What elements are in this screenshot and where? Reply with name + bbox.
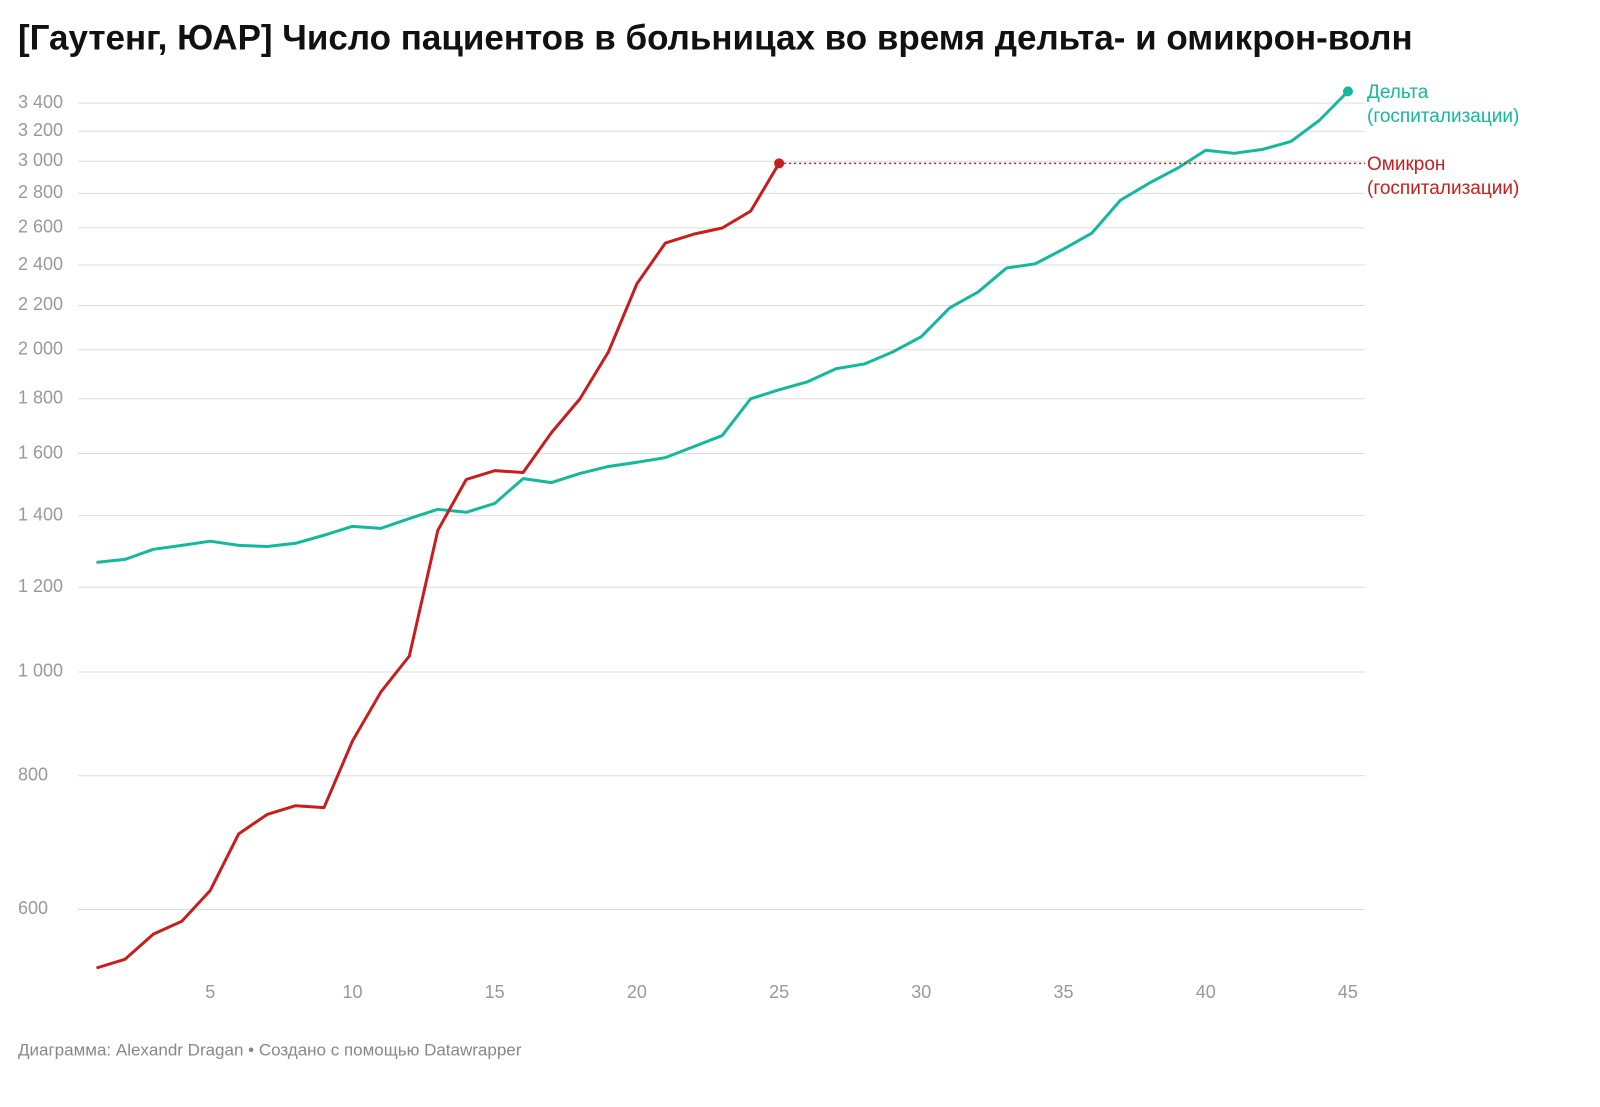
x-tick-label: 40 (1196, 982, 1216, 1002)
x-tick-label: 25 (769, 982, 789, 1002)
series-label: Дельта (госпитализации) (1367, 82, 1520, 128)
y-tick-label: 1 200 (18, 576, 63, 596)
x-tick-label: 5 (205, 982, 215, 1002)
x-tick-label: 30 (911, 982, 931, 1002)
y-tick-label: 3 400 (18, 92, 63, 112)
x-tick-label: 20 (627, 982, 647, 1002)
y-tick-label: 2 400 (18, 254, 63, 274)
y-tick-label: 1 800 (18, 388, 63, 408)
end-point (774, 158, 785, 169)
y-tick-label: 3 000 (18, 150, 63, 170)
end-point (1342, 86, 1353, 97)
series-label: Омикрон (госпитализации) (1367, 154, 1520, 200)
y-tick-label: 2 200 (18, 294, 63, 314)
y-tick-label: 2 600 (18, 217, 63, 237)
x-tick-label: 15 (485, 982, 505, 1002)
x-tick-label: 45 (1338, 982, 1358, 1002)
credit: Диаграмма: Alexandr Dragan • Создано с п… (18, 1040, 522, 1059)
y-tick-label: 1 400 (18, 504, 63, 524)
chart-title: [Гаутенг, ЮАР] Число пациентов в больниц… (18, 18, 1413, 57)
x-tick-label: 35 (1053, 982, 1073, 1002)
y-tick-label: 2 800 (18, 182, 63, 202)
x-tick-label: 10 (342, 982, 362, 1002)
series-line (96, 90, 1349, 564)
y-tick-label: 3 200 (18, 120, 63, 140)
y-tick-label: 800 (18, 764, 48, 784)
y-tick-label: 1 600 (18, 442, 63, 462)
y-tick-label: 600 (18, 898, 48, 918)
series-line (96, 162, 781, 970)
y-tick-label: 2 000 (18, 339, 63, 359)
y-tick-label: 1 000 (18, 661, 63, 681)
